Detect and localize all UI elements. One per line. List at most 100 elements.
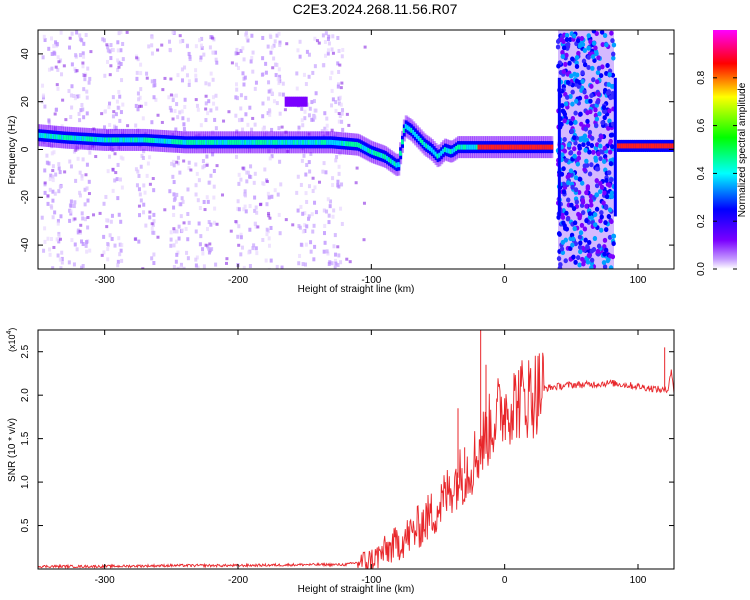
spectrogram-gap-cell: [582, 48, 587, 54]
spectrogram-noise-cell: [171, 98, 175, 103]
spectrogram-noise-cell: [108, 154, 112, 159]
spectrogram-noise-cell: [77, 111, 81, 116]
spectrogram-noise-cell: [48, 177, 52, 182]
spectrogram-noise-cell: [41, 83, 45, 88]
spectrogram-noise-cell: [204, 101, 208, 106]
spectrogram-gap-cell: [601, 105, 607, 111]
spectrogram-noise-cell: [88, 150, 92, 155]
spectrogram-gap-cell: [570, 242, 575, 248]
spectrogram-gap-cell: [607, 149, 613, 155]
spectrogram-noise-cell: [182, 266, 186, 269]
spectrogram-noise-cell: [139, 198, 143, 203]
spectrogram-noise-cell: [261, 237, 265, 242]
spectrogram-noise-cell: [42, 248, 46, 253]
spectrogram-speck: [224, 261, 228, 265]
spectrogram-speck: [229, 229, 233, 233]
spectrogram-noise-cell: [102, 250, 106, 255]
spectrogram-trace-core: [387, 157, 391, 163]
spectrogram-noise-cell: [79, 108, 83, 113]
spectrogram-gap-cell: [561, 166, 566, 172]
spectrogram-gap-cell: [572, 220, 578, 226]
spectrogram-noise-cell: [313, 244, 317, 249]
spectrogram-noise-cell: [270, 127, 274, 132]
spectrogram-noise-cell: [209, 222, 213, 227]
spectrogram-trace-core: [240, 139, 244, 145]
spectrogram-noise-cell: [116, 196, 120, 201]
spectrogram-trace-core: [542, 144, 546, 150]
spectrogram-noise-cell: [250, 127, 254, 132]
spectrogram-gap-cell: [560, 49, 565, 55]
spectrogram-speck: [284, 130, 288, 134]
spectrogram-noise-cell: [113, 178, 117, 183]
spectrogram-gap-cell: [601, 158, 607, 164]
spectrogram-gap-cell: [570, 89, 575, 95]
spectrogram-noise-cell: [51, 174, 55, 179]
spectrogram-trace-core: [274, 139, 278, 145]
spectrogram-noise-cell: [49, 173, 53, 178]
spectrogram-noise-cell: [277, 126, 281, 131]
spectrogram-noise-cell: [212, 168, 216, 173]
spectrogram-noise-cell: [175, 192, 179, 197]
spectrogram-trace-core: [501, 144, 505, 150]
spectrogram-noise-cell: [199, 58, 203, 63]
spectrogram-noise-cell: [336, 61, 340, 66]
spectrogram-gap-cell: [561, 69, 567, 75]
spectrogram-gap-cell: [560, 152, 565, 158]
spectrogram-noise-cell: [248, 105, 252, 110]
spectrogram-noise-cell: [303, 262, 307, 267]
spectrogram-gap-cell: [578, 111, 583, 117]
spectrogram-noise-cell: [40, 215, 44, 220]
spectrogram-gap-cell: [585, 186, 591, 192]
spectrogram-noise-cell: [314, 91, 318, 96]
spectrogram-noise-cell: [75, 145, 79, 150]
colorbar-label: Normalized spectral amplitude: [737, 82, 748, 217]
spectrogram-noise-cell: [184, 226, 188, 231]
spectrogram-gap-cell: [606, 125, 611, 131]
spectrogram-noise-cell: [202, 149, 206, 154]
spectrogram-trace-core: [414, 131, 418, 137]
spectrogram-speck: [94, 155, 98, 159]
spectrogram-trace-core: [253, 139, 257, 145]
spectrogram-gap-cell: [593, 157, 599, 163]
spectrogram-gap-cell: [578, 249, 583, 255]
spectrogram-noise-cell: [265, 227, 269, 232]
spectrogram-noise-cell: [116, 263, 120, 268]
spectrogram-gap-cell: [560, 54, 566, 60]
colorbar-ticks: 0.00.20.40.60.8: [696, 70, 737, 276]
spectrogram-noise-cell: [323, 126, 327, 131]
spectrogram-speck: [336, 245, 340, 249]
spectrogram-noise-cell: [265, 202, 269, 207]
spectrogram-trace-core: [331, 139, 335, 145]
spectrogram-noise-cell: [85, 95, 89, 100]
spectrogram-noise-cell: [242, 82, 246, 87]
spectrogram-right-trace-core: [671, 143, 674, 149]
snr-scale-exponent: 4: [6, 330, 13, 334]
spectrogram-gap-cell: [560, 239, 566, 245]
spectrogram-noise-cell: [186, 256, 190, 261]
spectrogram-noise-cell: [120, 243, 124, 248]
spectrogram-noise-cell: [51, 198, 55, 203]
spectrogram-speck: [109, 64, 113, 68]
spectrogram-trace-core: [417, 135, 421, 141]
spectrogram-right-trace-core: [652, 143, 656, 149]
spectrogram-gap-cell: [591, 30, 597, 34]
spectrogram-trace-core: [152, 137, 156, 143]
spectrogram-noise-cell: [208, 45, 212, 50]
spectrogram-trace-core: [529, 144, 533, 150]
spectrogram-gap-cell: [589, 202, 594, 208]
spectrogram-trace-core: [391, 159, 395, 165]
spectrogram-trace-core: [130, 137, 134, 143]
spectrogram-noise-cell: [324, 31, 328, 36]
spectrogram-noise-cell: [264, 70, 268, 75]
spectrogram-noise-cell: [82, 115, 86, 120]
spectrogram-speck: [117, 65, 121, 69]
spectrogram-noise-cell: [270, 45, 274, 50]
spectrogram-noise-cell: [322, 161, 326, 166]
spectrogram-noise-cell: [296, 174, 300, 179]
spectrogram-noise-cell: [177, 224, 181, 229]
spectrogram-speck: [68, 36, 72, 40]
spectrogram-trace-core: [294, 139, 298, 145]
spectrogram-noise-cell: [301, 123, 305, 128]
spectrogram-x-label: Height of straight line (km): [298, 284, 415, 295]
